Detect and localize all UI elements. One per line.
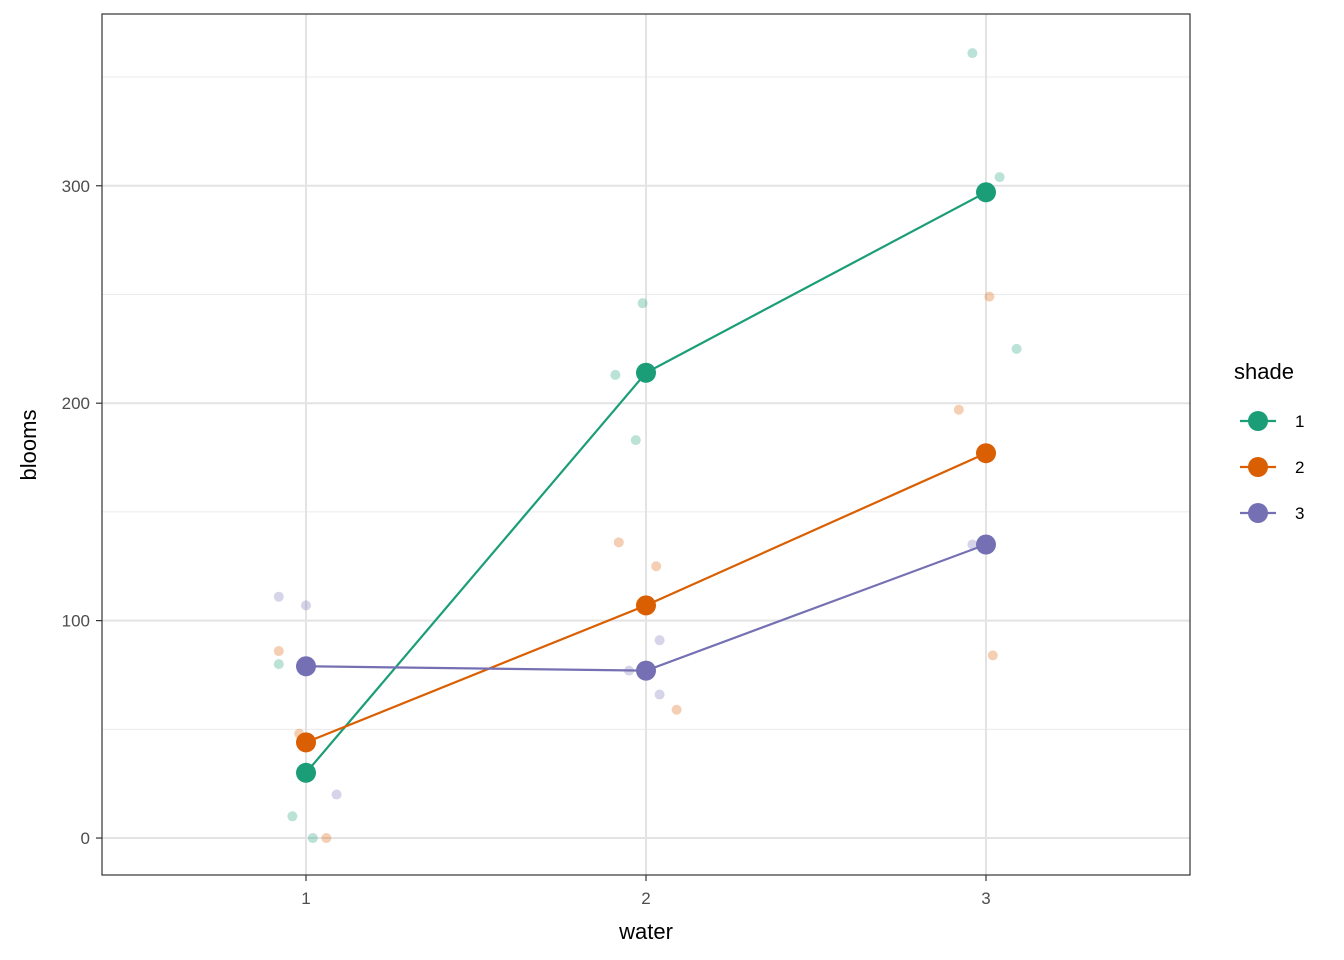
raw-point (984, 291, 995, 302)
legend-label: 2 (1295, 458, 1304, 477)
raw-point (273, 659, 284, 670)
legend-label: 3 (1295, 504, 1304, 523)
y-axis-title: blooms (16, 410, 41, 481)
mean-point (636, 362, 656, 383)
mean-point (296, 656, 316, 677)
raw-point (331, 789, 342, 800)
legend-key-point (1248, 503, 1268, 523)
raw-point (273, 591, 284, 602)
legend-key-point (1248, 411, 1268, 431)
raw-points (273, 48, 1022, 844)
mean-point (976, 443, 996, 464)
y-tick-label: 100 (62, 612, 90, 631)
raw-point (610, 369, 621, 380)
raw-point (301, 600, 311, 611)
raw-point (307, 833, 318, 844)
y-tick-label: 0 (81, 829, 90, 848)
raw-point (613, 537, 624, 548)
raw-point (654, 689, 665, 700)
raw-point (967, 539, 978, 550)
raw-point (287, 811, 298, 822)
raw-point (987, 650, 998, 661)
raw-point (651, 561, 662, 572)
mean-point (636, 595, 656, 616)
x-tick-label: 3 (981, 889, 990, 908)
mean-point (296, 762, 316, 783)
x-axis-title: water (618, 919, 673, 944)
raw-point (654, 635, 665, 646)
raw-point (637, 298, 648, 309)
legend-key-point (1248, 457, 1268, 477)
raw-point (630, 435, 641, 446)
y-axis-ticks: 0 100 200 300 (62, 177, 102, 848)
legend-title: shade (1234, 359, 1294, 384)
raw-point (671, 704, 682, 715)
x-tick-label: 2 (641, 889, 650, 908)
mean-point (636, 660, 656, 681)
raw-point (953, 404, 964, 415)
x-axis-ticks: 1 2 3 (301, 875, 991, 908)
legend: shade 1 2 3 (1234, 359, 1304, 523)
raw-point (967, 48, 978, 59)
raw-point (994, 172, 1005, 183)
y-tick-label: 300 (62, 177, 90, 196)
legend-label: 1 (1295, 412, 1304, 431)
raw-point (1011, 343, 1022, 354)
x-tick-label: 1 (301, 889, 310, 908)
mean-points (296, 182, 996, 783)
y-tick-label: 200 (62, 394, 90, 413)
raw-point (321, 833, 332, 844)
mean-point (296, 732, 316, 753)
mean-point (976, 534, 996, 555)
mean-point (976, 182, 996, 203)
raw-point (273, 646, 284, 657)
